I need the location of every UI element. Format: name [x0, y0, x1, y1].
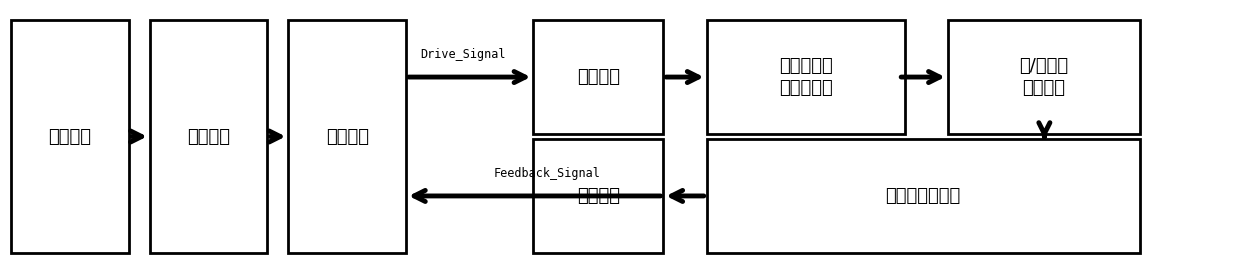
Bar: [707, 20, 904, 134]
Text: 输入电路: 输入电路: [48, 127, 92, 146]
Bar: [533, 20, 663, 134]
Bar: [947, 20, 1140, 134]
Text: 光电隔离: 光电隔离: [577, 68, 620, 86]
Text: Drive_Signal: Drive_Signal: [420, 48, 506, 61]
Text: 故障自诊断回路: 故障自诊断回路: [885, 187, 961, 205]
Bar: [533, 139, 663, 253]
Bar: [289, 20, 405, 253]
Bar: [11, 20, 129, 253]
Text: 光电隔离: 光电隔离: [187, 127, 231, 146]
Text: Feedback_Signal: Feedback_Signal: [494, 167, 601, 180]
Text: 控制芯片: 控制芯片: [326, 127, 368, 146]
Bar: [150, 20, 268, 253]
Bar: [707, 139, 1140, 253]
Text: 光电隔离: 光电隔离: [577, 187, 620, 205]
Text: 半导体开关
管驱动电路: 半导体开关 管驱动电路: [779, 57, 832, 97]
Text: 干/湿接点
输出电路: 干/湿接点 输出电路: [1019, 57, 1069, 97]
